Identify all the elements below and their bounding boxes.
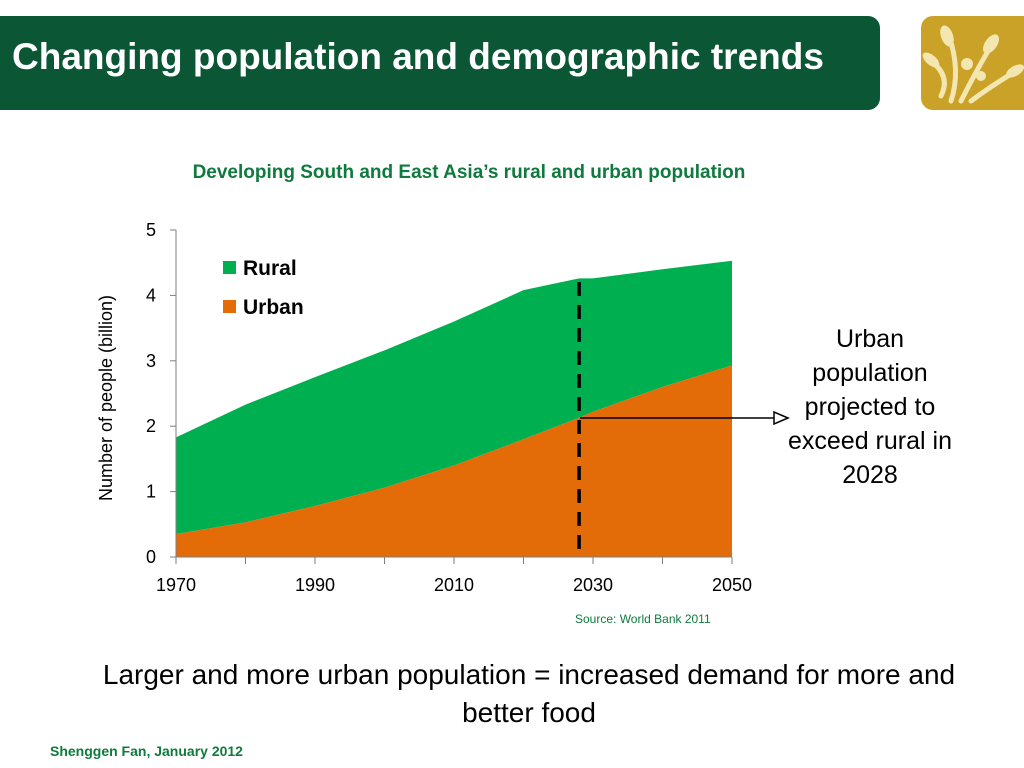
axes: [170, 229, 733, 564]
y-tick-label: 3: [146, 351, 156, 371]
legend-rural-swatch: [223, 261, 236, 274]
takeaway-text: Larger and more urban population = incre…: [102, 659, 956, 728]
wheat-logo-icon: [922, 25, 1024, 104]
x-tick-label: 2030: [573, 575, 613, 595]
x-tick-label: 1990: [295, 575, 335, 595]
x-tick-label: 2050: [712, 575, 752, 595]
source-note: Source: World Bank 2011: [575, 612, 711, 626]
projection-annotation: Urban population projected to exceed rur…: [788, 325, 952, 489]
y-tick-label: 2: [146, 416, 156, 436]
legend-urban-swatch: [223, 300, 236, 313]
y-tick-labels: 0 1 2 3 4 5: [146, 220, 156, 567]
chart-title: Developing South and East Asia’s rural a…: [192, 162, 746, 183]
rural-area: [176, 260, 732, 535]
x-tick-label: 2010: [434, 575, 474, 595]
urban-area: [176, 365, 732, 557]
y-tick-label: 1: [146, 482, 156, 502]
y-tick-label: 4: [146, 285, 156, 305]
footer-author-date: Shenggen Fan, January 2012: [50, 743, 243, 759]
legend: Rural Urban: [223, 257, 304, 319]
annotation-arrow: [580, 410, 790, 426]
y-axis-label: Number of people (billion): [96, 295, 116, 501]
y-tick-label: 0: [146, 547, 156, 567]
x-tick-label: 1970: [156, 575, 196, 595]
x-tick-labels: 1970 1990 2010 2030 2050: [156, 575, 752, 595]
legend-urban-label: Urban: [243, 296, 304, 319]
y-tick-label: 5: [146, 220, 156, 240]
logo: [921, 16, 1024, 110]
title-banner: Changing population and demographic tren…: [0, 16, 880, 110]
slide-title: Changing population and demographic tren…: [12, 36, 824, 77]
legend-rural-label: Rural: [243, 257, 297, 280]
